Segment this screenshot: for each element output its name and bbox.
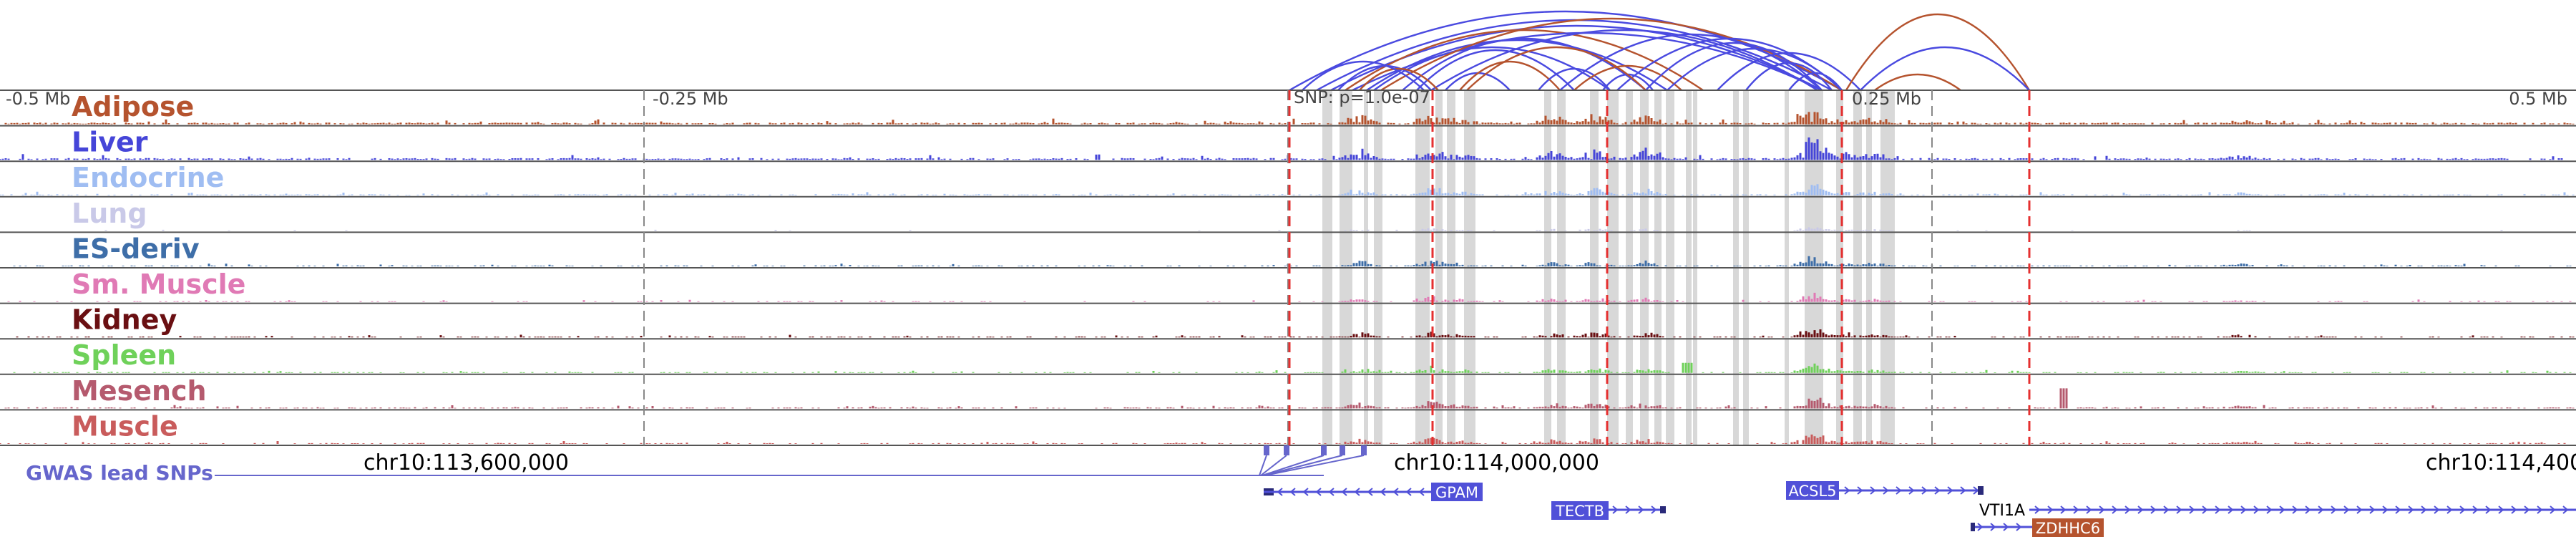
interaction-arc xyxy=(1380,17,1843,92)
interaction-arc xyxy=(1667,47,1843,91)
gwas-snp-marker[interactable] xyxy=(1264,445,1269,455)
gene-label-gpam: GPAM xyxy=(1435,484,1478,501)
gene-label-zdhhc6: ZDHHC6 xyxy=(2036,520,2100,537)
coordinate-label-center: chr10:114,000,000 xyxy=(1394,450,1599,475)
signal-track xyxy=(13,362,2572,373)
signal-track xyxy=(104,227,2503,231)
gene-gpam[interactable]: GPAM xyxy=(1264,483,1483,501)
distance-label-mid-right: 0.25 Mb xyxy=(1852,89,1921,109)
track-labels: Adipose Liver Endocrine Lung ES-deriv Sm. Mus… xyxy=(72,91,245,442)
interaction-arcs xyxy=(1289,10,2031,92)
gene-label-tectb: TECTB xyxy=(1555,503,1604,520)
gene-label-vti1a: VTI1A xyxy=(1979,502,2025,520)
track-label-kidney: Kidney xyxy=(72,304,177,336)
gwas-snp-marker[interactable] xyxy=(1340,445,1345,455)
track-label-muscle: Muscle xyxy=(72,410,178,442)
interaction-arc xyxy=(1788,72,1843,91)
signal-track xyxy=(0,137,2563,160)
gene-tectb[interactable]: TECTB xyxy=(1551,501,1666,520)
interaction-arc xyxy=(1860,46,2030,91)
track-label-mesench: Mesench xyxy=(72,375,207,407)
distance-gridlines xyxy=(643,90,1933,445)
signal-track xyxy=(16,329,2575,338)
track-label-spleen: Spleen xyxy=(72,339,176,371)
interaction-arc xyxy=(1466,46,1646,91)
snp-lines xyxy=(1288,90,2031,445)
interaction-arc xyxy=(1845,14,2031,91)
interaction-arc xyxy=(1559,33,1823,91)
gwas-snp-marker[interactable] xyxy=(1321,445,1327,455)
interaction-arc xyxy=(1574,64,1682,91)
interaction-arc xyxy=(1874,73,1961,91)
interaction-arc xyxy=(1645,42,1823,91)
gwas-label: GWAS lead SNPs xyxy=(26,461,213,485)
interaction-arc xyxy=(1430,29,1818,92)
interaction-arc xyxy=(1302,60,1425,91)
interaction-arc xyxy=(1459,60,1561,91)
signal-track xyxy=(4,388,2575,409)
distance-label-left: -0.5 Mb xyxy=(6,89,70,109)
gene-acsl5[interactable]: ACSL5 xyxy=(1786,481,1984,500)
gene-track: GPAM TECTB ACSL5 VTI1A xyxy=(1264,481,2576,537)
gwas-snp-marker[interactable] xyxy=(1361,445,1367,455)
track-label-es-deriv: ES-deriv xyxy=(72,233,200,264)
interaction-arc xyxy=(1717,52,1861,91)
strand-arrows xyxy=(1612,505,1657,514)
track-label-liver: Liver xyxy=(72,127,148,158)
strand-arrows xyxy=(1844,486,1979,495)
interaction-arc xyxy=(1359,67,1439,91)
coordinate-label-left: chr10:113,600,000 xyxy=(364,450,569,475)
track-label-endocrine: Endocrine xyxy=(72,162,224,193)
track-label-lung: Lung xyxy=(72,198,147,229)
gene-vti1a[interactable]: VTI1A xyxy=(1979,502,2576,520)
interaction-arc xyxy=(1402,37,1646,91)
strand-arrows xyxy=(1277,488,1425,496)
strand-arrows xyxy=(2034,505,2569,514)
signal-track xyxy=(0,184,2575,195)
interaction-arc xyxy=(1538,67,1611,91)
gwas-snp-marker[interactable] xyxy=(1284,445,1289,455)
track-label-sm-muscle: Sm. Muscle xyxy=(72,268,245,300)
coordinate-label-right: chr10:114,400 xyxy=(2426,450,2576,475)
signal-track xyxy=(0,434,2566,444)
gwas-lead-snps: GWAS lead SNPs xyxy=(26,445,1367,485)
signal-track xyxy=(4,112,2575,125)
distance-label-mid-left: -0.25 Mb xyxy=(653,89,728,109)
distance-label-right: 0.5 Mb xyxy=(2509,89,2567,109)
snp-pvalue-label: SNP: p=1.0e-07 xyxy=(1294,87,1430,107)
signal-track xyxy=(7,292,2572,302)
signal-track xyxy=(13,256,2572,266)
track-label-adipose: Adipose xyxy=(72,91,194,122)
gene-zdhhc6[interactable]: ZDHHC6 xyxy=(1971,518,2104,537)
interaction-arc xyxy=(1745,62,1833,91)
gene-label-acsl5: ACSL5 xyxy=(1788,483,1836,500)
strand-arrows xyxy=(1977,523,2022,531)
interaction-arc xyxy=(1416,49,1575,91)
